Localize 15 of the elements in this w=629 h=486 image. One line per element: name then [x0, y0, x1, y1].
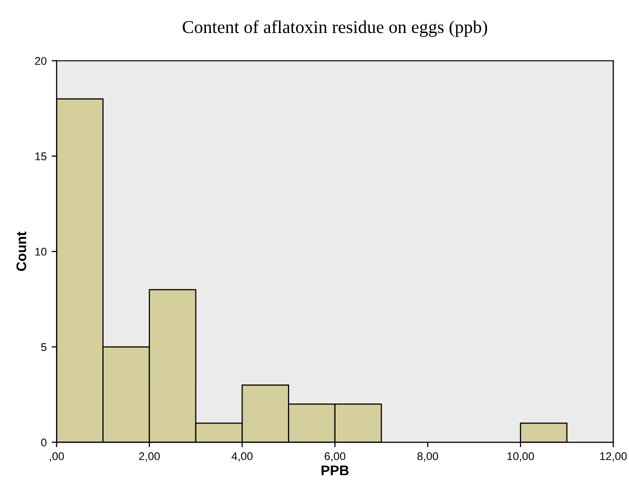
x-tick-label: 12,00 [600, 452, 627, 462]
y-tick-label: 10 [35, 248, 46, 256]
y-tick-label: 15 [35, 152, 46, 160]
x-tick-label: 10,00 [507, 452, 534, 462]
chart-title: Content of aflatoxin residue on eggs (ppb) [182, 20, 488, 37]
x-tick-label: 8,00 [417, 452, 438, 462]
x-tick-label: 4,00 [232, 452, 253, 462]
x-tick-label: ,00 [50, 452, 64, 462]
x-axis-title: PPB [322, 466, 349, 476]
y-tick-label: 0 [41, 438, 46, 446]
y-tick-label: 5 [41, 343, 46, 352]
x-tick-label: 6,00 [324, 452, 346, 462]
y-axis-title: Count [16, 232, 26, 271]
x-tick-label: 2,00 [139, 452, 160, 462]
y-tick-label: 20 [35, 57, 46, 65]
